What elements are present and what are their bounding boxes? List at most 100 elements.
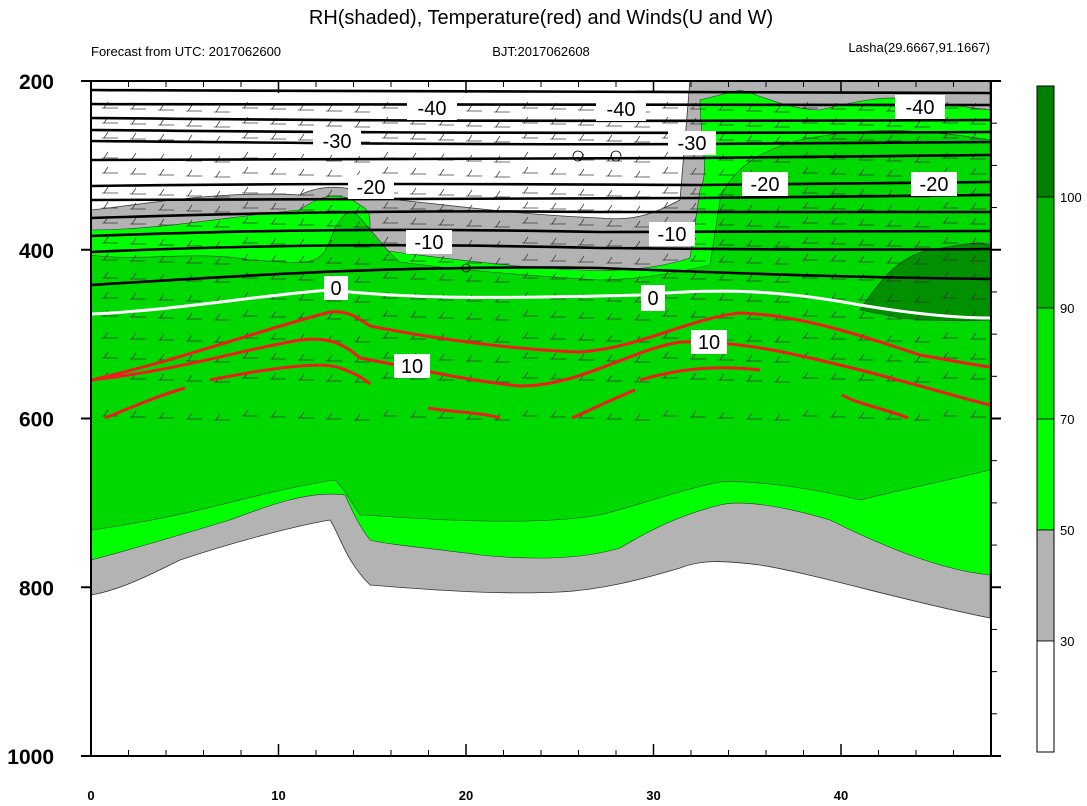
wind-barb-flag xyxy=(943,253,949,261)
wind-barb-flag xyxy=(103,186,109,194)
wind-barb-flag xyxy=(467,204,473,212)
wind-barb-flag xyxy=(607,219,613,227)
wind-barb-flag xyxy=(131,167,137,175)
wind-barb-flag xyxy=(103,151,109,159)
wind-barb-flag xyxy=(187,412,193,420)
wind-barb-flag xyxy=(859,168,865,176)
wind-barb-flag xyxy=(243,166,249,174)
wind-barb-flag xyxy=(495,355,501,363)
wind-barb-flag xyxy=(187,256,193,264)
wind-barb-flag xyxy=(579,133,585,141)
x-tick-label: 10 xyxy=(271,788,285,803)
wind-barb-flag xyxy=(495,105,501,113)
wind-barb-flag xyxy=(719,255,725,263)
contour-label-minus40-3: -40 xyxy=(895,95,945,119)
wind-barb-flag xyxy=(411,254,417,262)
y-tick-label: 400 xyxy=(19,240,54,263)
wind-barb-flag xyxy=(915,313,921,321)
isotherm-minus20-c xyxy=(91,210,991,220)
svg-text:0: 0 xyxy=(330,278,341,300)
isotherm-warm-b xyxy=(427,406,501,420)
wind-barb-flag xyxy=(859,133,865,141)
subtitle-center: BJT:2017062608 xyxy=(492,44,590,59)
wind-barb-flag xyxy=(131,352,137,360)
wind-barb-flag xyxy=(187,134,193,142)
wind-barb-flag xyxy=(411,217,417,225)
wind-barb-flag xyxy=(775,355,781,363)
contour-label-zero-1: 0 xyxy=(324,276,348,300)
wind-barb-flag xyxy=(943,271,949,279)
wind-barb-flag xyxy=(551,187,557,195)
wind-barb-flag xyxy=(663,186,669,194)
contour-label-minus10-2: -10 xyxy=(649,222,695,246)
wind-barb-flag xyxy=(971,254,977,262)
wind-barb-flag xyxy=(607,134,613,142)
wind-barb-flag xyxy=(271,237,277,245)
wind-barb-flag xyxy=(831,167,837,175)
wind-barb-flag xyxy=(243,131,249,139)
wind-barb-flag xyxy=(803,216,809,224)
wind-barb-flag xyxy=(663,309,669,317)
rh-shading xyxy=(91,81,991,619)
wind-barb-flag xyxy=(831,352,837,360)
wind-barb-flag xyxy=(187,239,193,247)
colorbar: 30 50 70 90 100 xyxy=(1036,85,1082,753)
wind-barb-flag xyxy=(495,275,501,283)
colorbar-label: 100 xyxy=(1060,190,1082,205)
wind-barb-flag xyxy=(299,311,305,319)
wind-barb-flag xyxy=(467,256,473,264)
wind-barb-flag xyxy=(215,170,221,178)
contour-label-zero-2: 0 xyxy=(641,285,665,311)
wind-barb-flag xyxy=(691,272,697,280)
wind-barb-flag xyxy=(159,353,165,361)
wind-barb-flag xyxy=(159,273,165,281)
wind-barb-flag xyxy=(859,293,865,301)
wind-barb-flag xyxy=(775,120,781,128)
wind-barb-flag xyxy=(971,292,977,300)
wind-barb-flag xyxy=(131,272,137,280)
wind-barb-flag xyxy=(215,313,221,321)
wind-barb-flag xyxy=(439,168,445,176)
wind-barb-flag xyxy=(579,188,585,196)
wind-barb-flag xyxy=(607,256,613,264)
wind-barb-flag xyxy=(327,169,333,177)
wind-barb-flag xyxy=(859,188,865,196)
wind-barb-flag xyxy=(943,291,949,299)
x-tick-label: 0 xyxy=(87,788,94,803)
wind-barb-flag xyxy=(887,354,893,362)
wind-barb-flag xyxy=(467,334,473,342)
wind-barb-flag xyxy=(831,237,837,245)
wind-barb-flag xyxy=(467,189,473,197)
svg-text:-20: -20 xyxy=(357,177,386,199)
wind-barb-flag xyxy=(551,167,557,175)
wind-barb-flag xyxy=(915,375,921,383)
wind-barb-flag xyxy=(187,119,193,127)
wind-barb-flag xyxy=(159,411,165,419)
wind-barb-flag xyxy=(607,169,613,177)
wind-barb-flag xyxy=(859,353,865,361)
colorbar-swatch xyxy=(1036,85,1055,198)
wind-barb-flag xyxy=(635,170,641,178)
wind-barb-flag xyxy=(187,374,193,382)
wind-barb-flag xyxy=(971,410,977,418)
wind-barb-flag xyxy=(383,253,389,261)
wind-barb-flag xyxy=(579,255,585,263)
wind-barb-flag xyxy=(579,218,585,226)
wind-barb-flag xyxy=(243,151,249,159)
wind-barb-flag xyxy=(887,294,893,302)
wind-barb-flag xyxy=(215,120,221,128)
wind-barb-flag xyxy=(411,310,417,318)
wind-barb-flag xyxy=(635,257,641,265)
wind-barb-flag xyxy=(719,203,725,211)
wind-barb-flag xyxy=(887,219,893,227)
wind-barb-flag xyxy=(915,135,921,143)
svg-text:-10: -10 xyxy=(658,224,687,246)
wind-barb-flag xyxy=(439,218,445,226)
wind-barb-flag xyxy=(383,236,389,244)
wind-barb-flag xyxy=(467,354,473,362)
wind-barb-flag xyxy=(523,371,529,379)
wind-barb-flag xyxy=(187,312,193,320)
wind-barb-flag xyxy=(691,187,697,195)
contour-label-minus20-2: -20 xyxy=(742,172,788,196)
